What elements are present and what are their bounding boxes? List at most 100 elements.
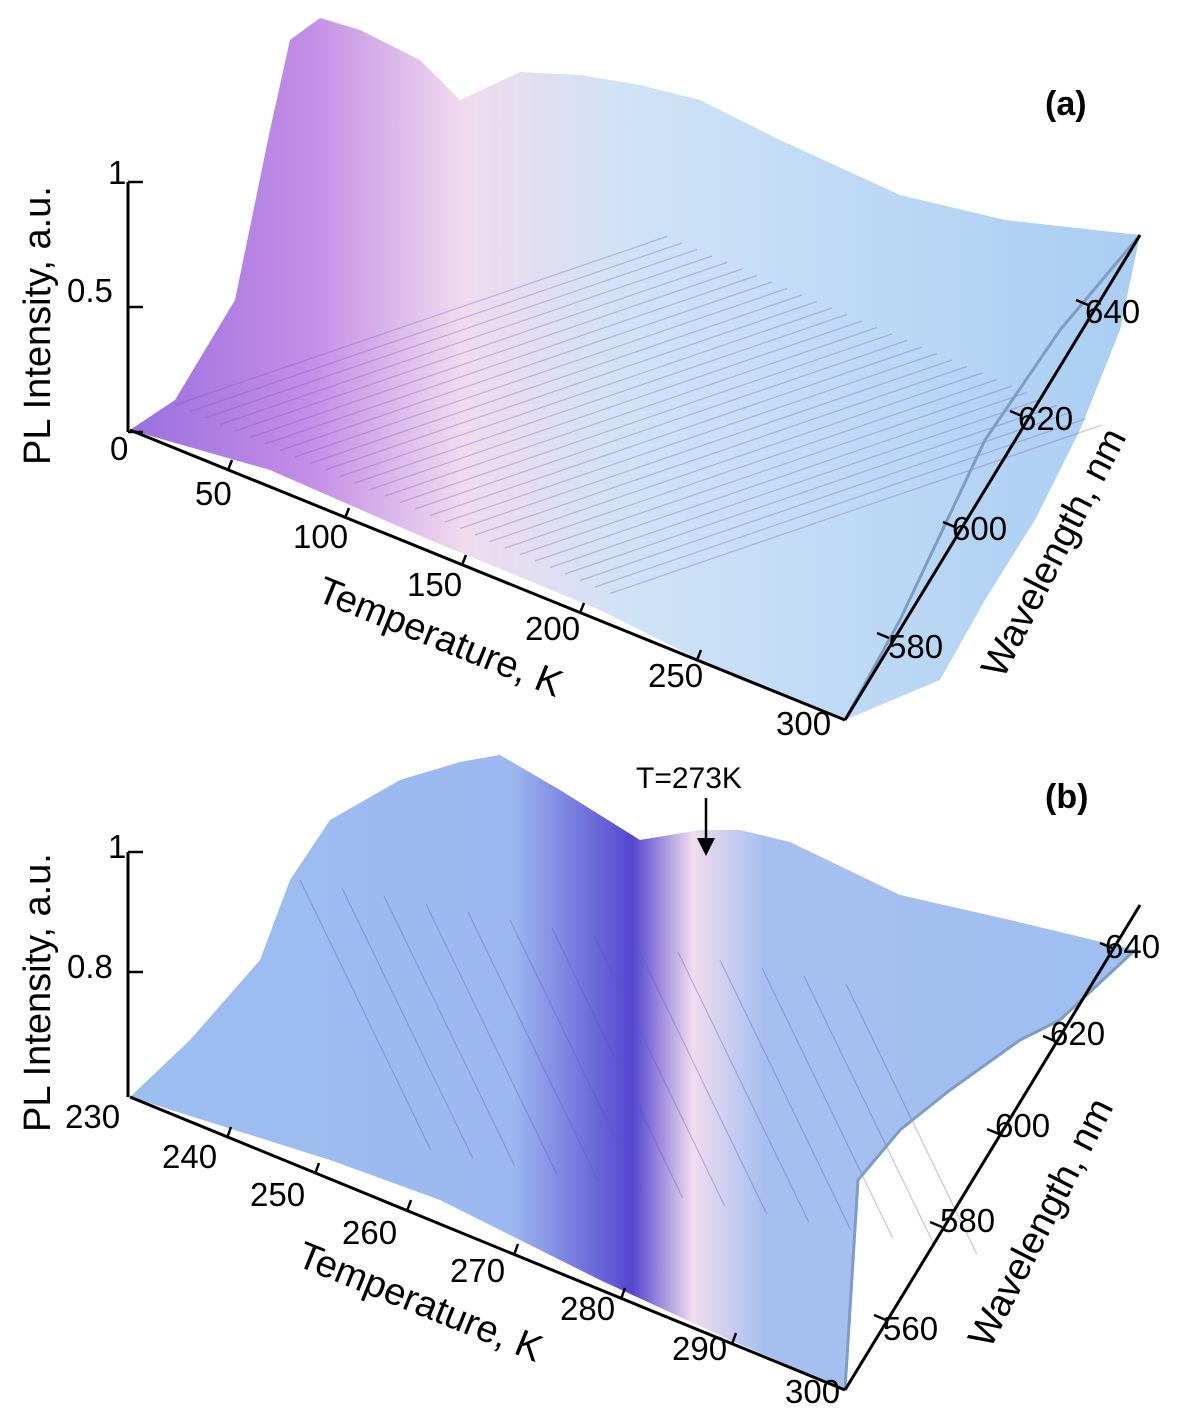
ridgeline-b-3 [425, 903, 558, 1175]
y-tick-label-a-0: 580 [888, 628, 943, 665]
y-tick-label-b-4: 640 [1105, 928, 1160, 965]
z-tick-label-a-1: 0.5 [67, 272, 113, 309]
panel-label-a: (a) [1045, 85, 1087, 123]
x-tick-mark-a-1 [343, 507, 351, 519]
y-ticks-b: 560 580 600 620 640 [873, 928, 1160, 1347]
ridgeline-a-27 [579, 411, 1073, 582]
x-axis-b [129, 1095, 846, 1392]
y-tick-mark-a-2 [1009, 409, 1023, 418]
x-tick-label-b-3: 260 [342, 1214, 397, 1251]
ridgeline-a-8 [294, 287, 788, 458]
panel-a: 0 0.5 1 PL Intensity, a.u. 50 100 150 20… [17, 18, 1142, 742]
ridgeline-b-12 [803, 975, 936, 1247]
ridgeline-b-7 [593, 935, 726, 1207]
x-ticks-a: 50 100 150 200 250 300 [195, 459, 831, 742]
ridgeline-a-2 [204, 248, 698, 419]
x-tick-label-b-5: 280 [560, 1290, 615, 1327]
x-tick-label-b-2: 250 [250, 1176, 305, 1213]
ridgeline-b-5 [509, 919, 642, 1191]
ridgeline-b-4 [467, 911, 600, 1183]
ridgeline-a-1 [189, 242, 683, 413]
ridgeline-a-9 [309, 294, 803, 465]
surface-b-edge [843, 948, 1137, 1391]
y-tick-label-b-2: 600 [995, 1107, 1050, 1144]
x-tick-mark-b-5 [619, 1287, 627, 1300]
y-tick-mark-b-4 [1099, 941, 1113, 950]
ridgeline-b-9 [677, 951, 810, 1223]
y-tick-mark-b-1 [929, 1220, 943, 1229]
x-axis-a [129, 428, 846, 722]
ridgeline-a-25 [549, 398, 1043, 569]
y-tick-label-b-1: 580 [940, 1202, 995, 1239]
y-tick-label-a-2: 620 [1018, 400, 1073, 437]
y-tick-mark-b-2 [986, 1127, 1000, 1136]
ridgeline-a-28 [594, 417, 1088, 588]
ridgeline-a-24 [534, 391, 1028, 562]
ridgeline-a-14 [384, 326, 878, 497]
z-tick-label-b-0: 0.8 [67, 948, 113, 985]
y-tick-label-b-0: 560 [883, 1310, 938, 1347]
ridgeline-a-13 [369, 320, 863, 491]
ridgeline-a-4 [234, 261, 728, 432]
ridgeline-a-26 [564, 404, 1058, 575]
ridgeline-b-0 [299, 879, 432, 1151]
ridgeline-a-20 [474, 365, 968, 536]
ridgeline-a-10 [324, 300, 818, 471]
y-tick-label-a-3: 640 [1085, 293, 1140, 330]
ridgeline-b-11 [761, 967, 894, 1239]
y-tick-mark-a-3 [1075, 298, 1089, 307]
x-tick-mark-a-3 [578, 602, 586, 614]
ridgeline-a-12 [354, 313, 848, 484]
x-tick-mark-b-1 [225, 1126, 233, 1139]
ridgeline-a-6 [264, 274, 758, 445]
ridgeline-b-8 [635, 943, 768, 1215]
ridgeline-b-6 [551, 927, 684, 1199]
ridgeline-a-11 [339, 307, 833, 478]
y-ticks-a: 580 600 620 640 [876, 293, 1140, 665]
surface-b [130, 755, 1135, 1390]
x-tick-label-a-1: 100 [293, 518, 348, 555]
x-tick-label-a-4: 250 [648, 657, 703, 694]
surface-a-edge [843, 234, 1142, 721]
ridgeline-b-10 [719, 959, 852, 1231]
ridgeline-a-7 [279, 281, 773, 452]
peak-annotation-label: T=273K [636, 762, 742, 795]
ridgeline-a-0 [174, 235, 668, 406]
x-tick-label-b-4: 270 [450, 1252, 505, 1289]
z-tick-label-a-0: 0 [110, 430, 128, 467]
ridgeline-b-1 [341, 887, 474, 1159]
y-axis-a [843, 234, 1142, 721]
x-tick-label-b-7: 300 [785, 1373, 840, 1410]
ridgeline-a-17 [429, 346, 923, 517]
x-tick-mark-b-2 [313, 1162, 321, 1175]
x-tick-mark-b-4 [512, 1243, 520, 1256]
x-tick-mark-a-2 [460, 554, 468, 566]
y-tick-label-b-3: 620 [1050, 1015, 1105, 1052]
x-tick-mark-b-3 [405, 1199, 413, 1212]
x-tick-label-b-0: 230 [65, 1098, 120, 1135]
ridgeline-a-15 [399, 333, 893, 504]
ridgeline-a-5 [249, 268, 743, 439]
surface-a-ridgelines [174, 235, 1103, 595]
ridgeline-a-21 [489, 372, 983, 543]
x-tick-mark-b-6 [730, 1332, 738, 1345]
x-tick-mark-a-4 [695, 649, 703, 661]
panel-label-b: (b) [1045, 778, 1088, 816]
ridgeline-a-29 [609, 424, 1103, 595]
x-tick-label-b-6: 290 [672, 1330, 727, 1367]
y-tick-mark-a-1 [942, 520, 956, 529]
peak-annotation-arrowhead [697, 838, 715, 856]
z-axis-label-b: PL Intensity, a.u. [17, 853, 59, 1132]
x-tick-label-a-5: 300 [776, 705, 831, 742]
y-axis-b [843, 904, 1142, 1391]
z-tick-label-a-2: 1 [108, 154, 126, 191]
y-tick-mark-b-0 [873, 1313, 887, 1322]
x-ticks-b: 230 240 250 260 270 280 290 300 [65, 1098, 840, 1410]
z-tick-label-b-1: 1 [108, 828, 126, 865]
ridgeline-b-2 [383, 895, 516, 1167]
ridgeline-a-22 [504, 378, 998, 549]
panel-b: 1 0.8 PL Intensity, a.u. 230 240 250 260… [17, 755, 1160, 1410]
y-tick-mark-a-0 [876, 631, 890, 640]
y-tick-label-a-1: 600 [952, 510, 1007, 547]
